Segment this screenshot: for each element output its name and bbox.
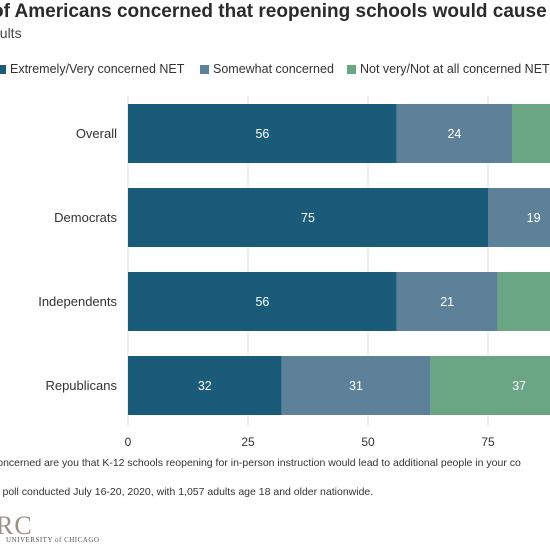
bar-democrats-series-0	[128, 188, 488, 247]
footnote-question: concerned are you that K-12 schools reop…	[0, 457, 521, 469]
bar-republicans-series-0	[128, 356, 282, 415]
legend-label-extremely-very: Extremely/Very concerned NET	[10, 62, 185, 76]
data-label-independents-series-1: 21	[440, 295, 454, 309]
bar-republicans-series-1	[281, 356, 431, 415]
bar-overall-series-2	[512, 104, 550, 163]
data-label-republicans-series-2: 37	[512, 379, 526, 393]
data-label-overall-series-0: 56	[255, 127, 269, 141]
category-label-overall: Overall	[76, 126, 117, 141]
x-tick-label-25: 25	[241, 435, 255, 449]
bar-overall-series-1	[396, 104, 512, 163]
chart-subtitle: dults	[0, 25, 22, 41]
legend-swatch-extremely-very	[0, 64, 6, 74]
norc-logo: RC UNIVERSITY of CHICAGO	[0, 511, 100, 545]
data-label-republicans-series-0: 32	[198, 379, 212, 393]
logo-subtext: UNIVERSITY of CHICAGO	[6, 536, 100, 544]
x-tick-label-0: 0	[125, 435, 132, 449]
legend-label-somewhat: Somewhat concerned	[213, 62, 334, 76]
legend-item-not-concerned: Not very/Not at all concerned NET	[347, 60, 550, 78]
data-label-democrats-series-1: 19	[527, 211, 541, 225]
data-label-democrats-series-0: 75	[301, 211, 315, 225]
bar-democrats-series-1	[488, 188, 550, 247]
legend-item-somewhat: Somewhat concerned	[200, 60, 334, 78]
bar-independents-series-1	[396, 272, 498, 331]
x-tick-label-50: 50	[361, 435, 375, 449]
chart-title: of Americans concerned that reopening sc…	[0, 1, 550, 22]
category-label-independents: Independents	[38, 294, 117, 309]
bar-independents-series-2	[497, 272, 550, 331]
footnote-source: C poll conducted July 16-20, 2020, with …	[0, 486, 374, 498]
category-label-democrats: Democrats	[54, 210, 117, 225]
data-label-republicans-series-1: 31	[349, 379, 363, 393]
chart-legend: Extremely/Very concerned NET Somewhat co…	[0, 60, 550, 78]
logo-wordmark: RC	[0, 511, 33, 540]
legend-item-extremely-very: Extremely/Very concerned NET	[0, 60, 184, 78]
bar-republicans-series-2	[430, 356, 550, 415]
category-label-republicans: Republicans	[45, 378, 117, 393]
x-tick-label-75: 75	[481, 435, 495, 449]
legend-label-not-concerned: Not very/Not at all concerned NET	[360, 62, 550, 76]
data-label-independents-series-0: 56	[255, 295, 269, 309]
data-label-overall-series-1: 24	[447, 127, 461, 141]
bar-overall-series-0	[128, 104, 397, 163]
legend-swatch-somewhat	[200, 64, 209, 74]
bar-independents-series-0	[128, 272, 397, 331]
legend-swatch-not-concerned	[347, 64, 356, 74]
